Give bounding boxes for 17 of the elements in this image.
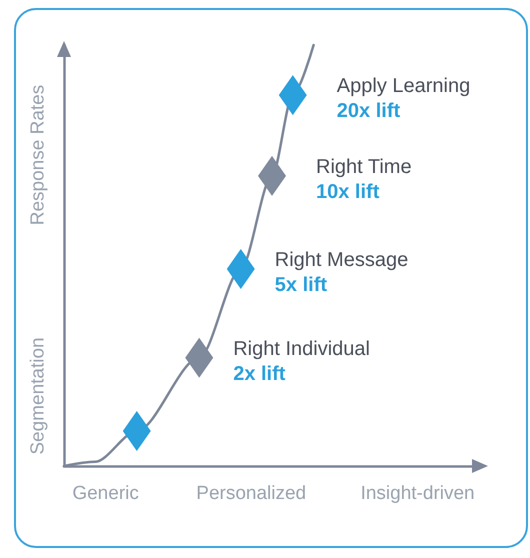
x-tick-label: Insight-driven [360,483,475,504]
annotation: Right Individual [233,338,370,360]
annotation: 10x lift [316,180,380,203]
point [278,75,307,116]
x-tick-label: Generic [72,483,139,504]
annotation: Right Message [274,248,408,271]
text: Segmentation [28,337,48,455]
annotation: 20x lift [336,100,400,122]
text: Response Rates [28,84,48,226]
annotation: 2x lift [233,362,286,385]
annotation: Right Time [316,156,412,178]
point [185,338,214,378]
point [226,248,255,289]
x-tick-label: Personalized [196,483,306,504]
annotation: Apply Learning [336,75,470,98]
point [122,411,151,452]
annotation: 5x lift [274,274,328,296]
